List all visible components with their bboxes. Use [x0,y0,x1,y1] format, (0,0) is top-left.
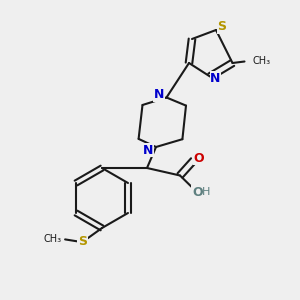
Text: CH₃: CH₃ [44,234,62,244]
Text: N: N [143,143,154,157]
Text: S: S [218,20,226,34]
Text: CH₃: CH₃ [252,56,270,67]
Text: H: H [202,187,210,197]
Text: N: N [154,88,164,101]
Text: O: O [192,185,203,199]
Text: N: N [210,71,220,85]
Text: O: O [194,152,204,165]
Text: S: S [78,235,87,248]
